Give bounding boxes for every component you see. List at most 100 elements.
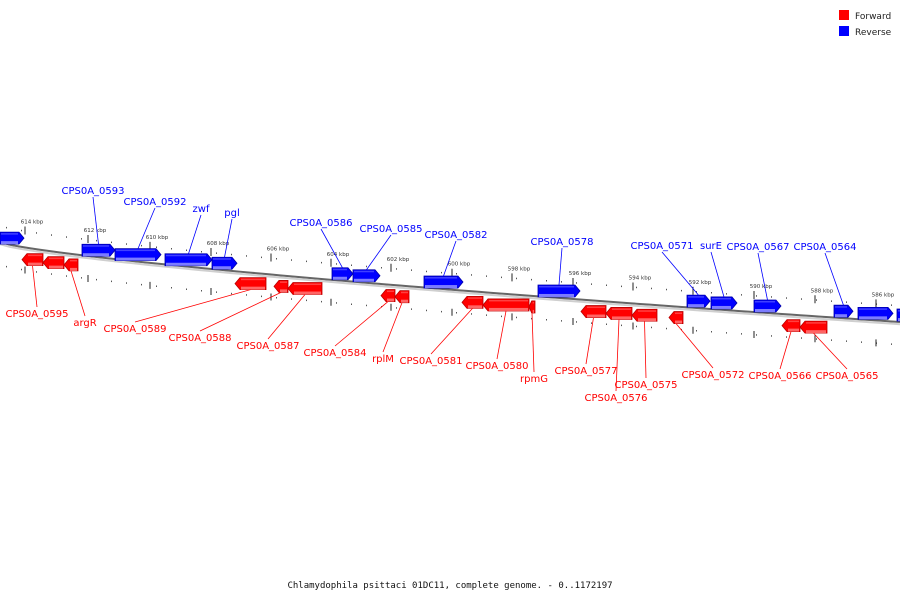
gene-label-leader bbox=[531, 312, 535, 373]
minor-tick-lower bbox=[561, 320, 562, 322]
gene-arrow-shade bbox=[489, 307, 528, 311]
gene-arrow-shade bbox=[333, 276, 347, 280]
minor-tick-upper bbox=[441, 271, 442, 274]
minor-tick-upper bbox=[246, 255, 247, 257]
gene-label-leader bbox=[430, 308, 473, 355]
gene-arrow-shade bbox=[612, 316, 631, 320]
minor-tick-lower bbox=[111, 280, 112, 283]
gene-arrow-highlight bbox=[539, 285, 574, 288]
minor-tick-upper bbox=[156, 246, 157, 248]
gene-label: CPS0A_0581 bbox=[399, 356, 462, 367]
minor-tick-upper bbox=[516, 277, 517, 280]
minor-tick-lower bbox=[516, 316, 517, 319]
forward-gene-arrow bbox=[234, 277, 267, 291]
minor-tick-upper bbox=[291, 259, 292, 261]
gene-arrow-shade bbox=[859, 316, 887, 320]
minor-tick-upper bbox=[306, 260, 307, 263]
minor-tick-lower bbox=[591, 322, 592, 324]
gene-arrow-shade bbox=[806, 330, 826, 334]
minor-tick-lower bbox=[186, 288, 187, 290]
forward-gene-arrow bbox=[63, 258, 79, 272]
forward-gene-arrow bbox=[461, 295, 484, 309]
gene-arrow-highlight bbox=[1, 233, 18, 235]
minor-tick-lower bbox=[126, 282, 127, 284]
gene-arrow-highlight bbox=[70, 259, 77, 262]
kbp-tick-label: 604 kbp bbox=[327, 252, 350, 258]
forward-gene-arrow bbox=[605, 307, 633, 320]
minor-tick-upper bbox=[261, 256, 262, 259]
forward-gene-arrow bbox=[380, 289, 396, 302]
minor-tick-lower bbox=[786, 336, 787, 338]
forward-gene-arrow bbox=[528, 300, 536, 314]
minor-tick-lower bbox=[666, 327, 667, 330]
minor-tick-lower bbox=[6, 265, 7, 268]
forward-gene-arrow bbox=[631, 308, 658, 322]
minor-tick-upper bbox=[51, 234, 52, 236]
gene-arrow-shade bbox=[788, 328, 799, 332]
gene-arrow-highlight bbox=[489, 299, 528, 302]
minor-tick-lower bbox=[141, 283, 142, 286]
reverse-gene-arrow bbox=[0, 231, 25, 245]
reverse-gene-arrow bbox=[331, 267, 354, 281]
gene-arrow-highlight bbox=[638, 310, 656, 312]
gene-label-leader bbox=[443, 240, 457, 277]
minor-tick-lower bbox=[846, 340, 847, 342]
gene-arrow-highlight bbox=[241, 278, 265, 281]
minor-tick-upper bbox=[66, 236, 67, 238]
minor-tick-lower bbox=[366, 304, 367, 307]
minor-tick-upper bbox=[891, 304, 892, 306]
minor-tick-lower bbox=[321, 300, 322, 303]
minor-tick-upper bbox=[186, 249, 187, 251]
gene-label-leader bbox=[558, 247, 563, 286]
gene-arrow-shade bbox=[166, 262, 206, 266]
gene-arrow-shade bbox=[294, 291, 321, 295]
gene-arrow-highlight bbox=[280, 281, 287, 283]
gene-arrow-highlight bbox=[712, 297, 731, 300]
gene-label: CPS0A_0578 bbox=[530, 237, 593, 248]
gene-label-leader bbox=[661, 251, 699, 296]
kbp-tick-label: 606 kbp bbox=[267, 247, 290, 253]
minor-tick-upper bbox=[96, 239, 97, 242]
gene-label: CPS0A_0585 bbox=[359, 224, 422, 235]
gene-arrow-highlight bbox=[688, 296, 704, 298]
gene-arrow-shade bbox=[835, 314, 847, 318]
gene-arrow-shade bbox=[755, 308, 775, 312]
gene-label-leader bbox=[92, 196, 99, 245]
minor-tick-lower bbox=[456, 312, 457, 314]
minor-tick-lower bbox=[501, 315, 502, 318]
reverse-gene-arrow bbox=[114, 248, 162, 262]
forward-gene-arrow bbox=[781, 319, 801, 333]
gene-label-leader bbox=[675, 323, 714, 369]
minor-tick-upper bbox=[681, 289, 682, 292]
minor-tick-lower bbox=[426, 309, 427, 312]
minor-tick-upper bbox=[231, 253, 232, 256]
minor-tick-lower bbox=[696, 330, 697, 332]
minor-tick-lower bbox=[831, 339, 832, 341]
forward-gene-arrow bbox=[394, 290, 410, 304]
gene-arrow-highlight bbox=[612, 308, 631, 310]
gene-label-leader bbox=[710, 251, 725, 298]
minor-tick-lower bbox=[276, 297, 277, 299]
gene-arrow-shade bbox=[28, 262, 42, 266]
gene-label-leader bbox=[188, 214, 202, 254]
gene-arrow-shade bbox=[532, 309, 534, 313]
gene-arrow-shade bbox=[898, 318, 900, 322]
kbp-tick-label: 596 kbp bbox=[569, 271, 592, 277]
minor-tick-lower bbox=[546, 319, 547, 321]
minor-tick-lower bbox=[156, 285, 157, 287]
minor-tick-upper bbox=[321, 261, 322, 264]
minor-tick-lower bbox=[861, 341, 862, 343]
gene-arrow-highlight bbox=[468, 297, 482, 299]
minor-tick-lower bbox=[201, 290, 202, 292]
forward-gene-arrow bbox=[287, 282, 323, 295]
minor-tick-upper bbox=[756, 295, 757, 297]
minor-tick-upper bbox=[606, 284, 607, 286]
minor-tick-upper bbox=[486, 275, 487, 277]
gene-label-leader bbox=[382, 302, 403, 353]
gene-label: CPS0A_0582 bbox=[424, 230, 487, 241]
gene-label: rplM bbox=[372, 354, 394, 365]
gene-arrow-shade bbox=[468, 305, 482, 309]
forward-gene-arrow bbox=[580, 305, 607, 318]
minor-tick-upper bbox=[786, 297, 787, 299]
kbp-tick-label: 612 kbp bbox=[84, 228, 107, 234]
